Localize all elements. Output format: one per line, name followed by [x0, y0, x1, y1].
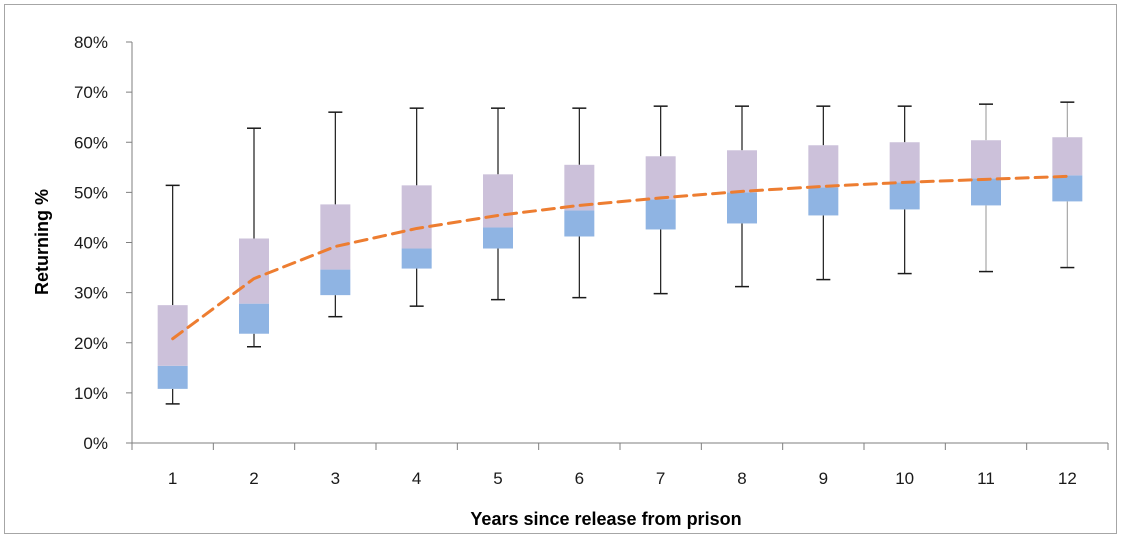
box-item	[971, 103, 1001, 273]
box-item	[889, 105, 920, 275]
box-item	[1052, 101, 1083, 269]
upper-box	[1052, 137, 1083, 176]
lower-box	[564, 210, 595, 237]
box-item	[727, 105, 757, 288]
x-tick-label: 5	[493, 469, 502, 488]
upper-box	[645, 156, 676, 200]
box-item	[483, 107, 513, 301]
lower-box	[483, 227, 513, 249]
upper-box	[320, 204, 351, 270]
x-tick-label: 1	[168, 469, 177, 488]
y-axis: 0% 10% 20% 30% 40% 50% 60% 70% 80%	[74, 33, 133, 453]
upper-box	[157, 305, 188, 366]
lower-box	[1052, 175, 1083, 202]
x-tick-label: 7	[656, 469, 665, 488]
lower-box	[645, 199, 676, 230]
y-tick-label: 40%	[74, 234, 108, 253]
trend-line	[171, 174, 1069, 341]
upper-box	[889, 142, 920, 183]
y-tick-label: 50%	[74, 183, 108, 202]
x-tick-label: 9	[819, 469, 828, 488]
chart-frame	[4, 4, 1117, 534]
box-item	[401, 107, 432, 307]
lower-box	[808, 187, 839, 216]
box-item	[239, 127, 269, 348]
x-tick-label: 3	[331, 469, 340, 488]
y-tick-label: 20%	[74, 334, 108, 353]
x-tick-label: 12	[1058, 469, 1077, 488]
x-tick-label: 10	[895, 469, 914, 488]
box-item	[564, 107, 595, 299]
upper-box	[239, 238, 269, 304]
y-tick-label: 10%	[74, 384, 108, 403]
y-tick-label: 0%	[83, 434, 108, 453]
upper-box	[564, 164, 595, 211]
x-axis-title: Years since release from prison	[470, 509, 741, 529]
lower-box	[157, 365, 188, 389]
trend-series	[171, 174, 1069, 341]
box-item	[320, 111, 351, 318]
box-item	[157, 184, 188, 405]
y-tick-label: 70%	[74, 83, 108, 102]
lower-box	[727, 192, 757, 224]
box-item	[808, 105, 839, 281]
lower-box	[971, 178, 1001, 206]
box-series	[157, 101, 1083, 405]
x-tick-label: 6	[575, 469, 584, 488]
x-tick-label: 8	[737, 469, 746, 488]
y-tick-label: 80%	[74, 33, 108, 52]
upper-box	[808, 145, 839, 188]
upper-box	[401, 185, 432, 249]
x-tick-label: 11	[977, 469, 995, 488]
y-axis-title: Returning %	[32, 189, 52, 295]
lower-box	[401, 248, 432, 269]
x-axis: 1 2 3 4 5 6 7 8 9 10 11 12	[131, 442, 1109, 488]
lower-box	[889, 182, 920, 210]
upper-box	[971, 140, 1001, 179]
x-tick-label: 4	[412, 469, 421, 488]
lower-box	[320, 269, 351, 296]
y-tick-label: 30%	[74, 284, 108, 303]
y-tick-label: 60%	[74, 133, 108, 152]
upper-box	[727, 150, 757, 193]
upper-box	[483, 174, 513, 228]
box-item	[645, 105, 676, 295]
x-tick-label: 2	[249, 469, 258, 488]
lower-box	[239, 303, 269, 334]
